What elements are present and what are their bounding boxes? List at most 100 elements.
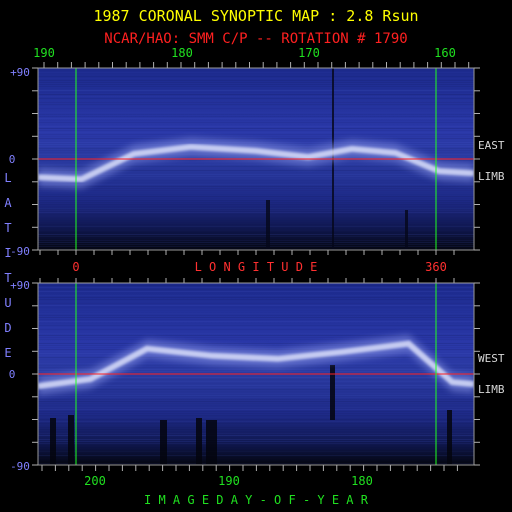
- texture-streak: [38, 313, 474, 314]
- latitude-letter-2: A: [4, 196, 12, 210]
- texture-streak: [38, 198, 474, 199]
- latitude-axis-label: L A T I T U D E: [4, 171, 12, 360]
- texture-streak: [38, 383, 474, 384]
- texture-streak: [38, 447, 474, 448]
- latitude-letter-1: L: [4, 171, 11, 185]
- texture-streak: [38, 160, 474, 161]
- texture-streak: [38, 291, 474, 292]
- texture-streak: [38, 369, 474, 370]
- texture-streak: [38, 337, 474, 338]
- texture-streak: [38, 397, 474, 398]
- texture-streak: [38, 170, 474, 171]
- latitude-letter-7: D: [4, 321, 11, 335]
- texture-streak: [38, 449, 474, 450]
- texture-streak: [38, 325, 474, 326]
- top-y-tick-0: 0: [9, 153, 16, 166]
- texture-streak: [38, 184, 474, 185]
- tick-marks: [32, 62, 480, 471]
- texture-streak: [38, 70, 474, 71]
- texture-streak: [38, 339, 474, 340]
- texture-streak: [38, 108, 474, 109]
- texture-streak: [38, 399, 474, 400]
- texture-streak: [38, 419, 474, 420]
- texture-streak: [38, 343, 474, 344]
- texture-streak: [38, 427, 474, 428]
- texture-streak: [38, 453, 474, 454]
- texture-streak: [38, 72, 474, 73]
- east-label: EAST: [478, 139, 505, 152]
- texture-streak: [38, 403, 474, 404]
- texture-streak: [38, 90, 474, 91]
- texture-streak: [38, 299, 474, 300]
- texture-streak: [38, 381, 474, 382]
- texture-streak: [38, 371, 474, 372]
- texture-streak: [38, 100, 474, 101]
- texture-streak: [38, 236, 474, 237]
- panel-west-streamer-band: [38, 334, 474, 396]
- data-gap: [196, 418, 202, 465]
- data-gap: [50, 418, 56, 465]
- texture-streak: [38, 232, 474, 233]
- texture-streak: [38, 242, 474, 243]
- texture-streak: [38, 92, 474, 93]
- texture-streak: [38, 230, 474, 231]
- texture-streak: [38, 214, 474, 215]
- texture-streak: [38, 202, 474, 203]
- texture-streak: [38, 200, 474, 201]
- texture-streak: [38, 134, 474, 135]
- texture-streak: [38, 417, 474, 418]
- texture-streak: [38, 138, 474, 139]
- texture-streak: [38, 106, 474, 107]
- texture-streak: [38, 407, 474, 408]
- texture-streak: [38, 347, 474, 348]
- texture-streak: [38, 228, 474, 229]
- texture-streak: [38, 329, 474, 330]
- bottom-axis-label: I M A G E D A Y - O F - Y E A R: [144, 493, 369, 507]
- texture-streak: [38, 248, 474, 249]
- texture-streak: [38, 331, 474, 332]
- texture-streak: [38, 114, 474, 115]
- texture-streak: [38, 244, 474, 245]
- texture-streak: [38, 76, 474, 77]
- texture-streak: [38, 379, 474, 380]
- texture-streak: [38, 287, 474, 288]
- data-gap: [160, 420, 167, 465]
- panel-east-streamer-band: [38, 137, 474, 189]
- texture-streak: [38, 136, 474, 137]
- texture-streak: [38, 303, 474, 304]
- texture-streak: [38, 102, 474, 103]
- longitude-tick-360: 360: [425, 260, 447, 274]
- texture-streak: [38, 80, 474, 81]
- texture-streak: [38, 437, 474, 438]
- texture-streak: [38, 174, 474, 175]
- texture-streak: [38, 301, 474, 302]
- texture-streak: [38, 345, 474, 346]
- latitude-letter-4: I: [4, 246, 11, 260]
- latitude-letter-8: E: [4, 346, 11, 360]
- west-label: WEST: [478, 352, 505, 365]
- texture-streak: [38, 116, 474, 117]
- data-gap: [330, 365, 335, 420]
- texture-streak: [38, 455, 474, 456]
- data-gap: [405, 210, 408, 250]
- texture-streak: [38, 297, 474, 298]
- texture-streak: [38, 132, 474, 133]
- texture-streak: [38, 457, 474, 458]
- texture-streak: [38, 409, 474, 410]
- texture-streak: [38, 140, 474, 141]
- texture-streak: [38, 190, 474, 191]
- texture-streak: [38, 289, 474, 290]
- texture-streak: [38, 240, 474, 241]
- top-tick-180: 180: [171, 46, 193, 60]
- texture-streak: [38, 391, 474, 392]
- panel-east: [37, 67, 475, 251]
- texture-streak: [38, 461, 474, 462]
- texture-streak: [38, 74, 474, 75]
- texture-streak: [38, 401, 474, 402]
- texture-streak: [38, 387, 474, 388]
- texture-streak: [38, 86, 474, 87]
- texture-streak: [38, 96, 474, 97]
- texture-streak: [38, 186, 474, 187]
- texture-streak: [38, 311, 474, 312]
